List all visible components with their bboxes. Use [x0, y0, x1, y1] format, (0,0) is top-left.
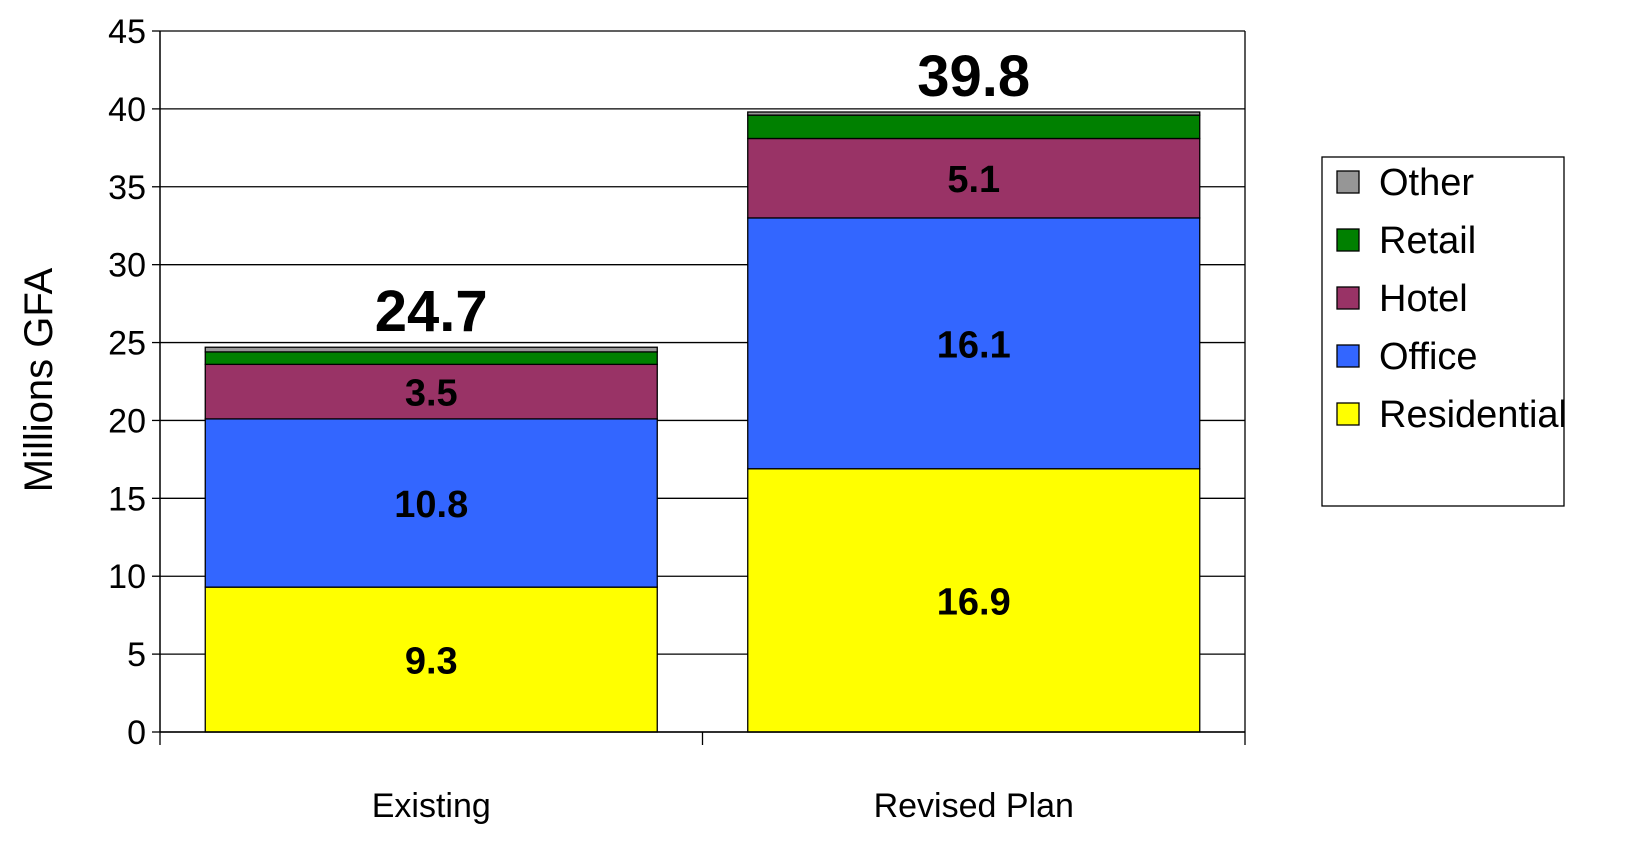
x-category-label: Existing [372, 787, 491, 825]
y-tick-label: 40 [108, 91, 146, 129]
bar-segment-other [204, 346, 658, 353]
bar-segment-retail [204, 351, 658, 366]
y-tick-label: 35 [108, 169, 146, 207]
data-label: 5.1 [947, 159, 1000, 201]
axes: 0 5 10 15 20 25 30 35 40 45 Existing Revised Plan [108, 13, 1246, 825]
legend-swatch-office [1336, 344, 1360, 368]
legend-label: Retail [1379, 220, 1476, 262]
legend-box [1321, 156, 1565, 507]
bar-segment-office [747, 217, 1201, 470]
legend: Other Retail Hotel Office Residential [1321, 156, 1567, 507]
y-tick-label: 0 [127, 714, 146, 752]
legend-label: Residential [1379, 394, 1567, 436]
bar-segment-office [204, 418, 658, 588]
bar-segment-hotel [747, 137, 1201, 219]
y-tick-label: 30 [108, 247, 146, 285]
legend-swatch-retail [1336, 228, 1360, 252]
data-labels: 9.3 10.8 3.5 24.7 16.9 16.1 5.1 39.8 [375, 44, 1030, 683]
bar-segment-retail [747, 114, 1201, 140]
total-label: 24.7 [375, 279, 488, 344]
y-tick-label: 45 [108, 13, 146, 51]
data-label: 16.1 [937, 324, 1011, 366]
x-category-label: Revised Plan [874, 787, 1074, 825]
legend-swatch-other [1336, 170, 1360, 194]
legend-label: Office [1379, 336, 1478, 378]
y-tick-label: 15 [108, 480, 146, 518]
data-label: 16.9 [937, 581, 1011, 623]
bar-segment-hotel [204, 363, 658, 420]
bar-segment-residential [747, 468, 1201, 733]
legend-label: Other [1379, 162, 1474, 204]
total-label: 39.8 [917, 44, 1030, 109]
legend-swatch-residential [1336, 402, 1360, 426]
data-label: 10.8 [394, 484, 468, 526]
y-tick-label: 20 [108, 402, 146, 440]
bars [204, 111, 1201, 733]
y-tick-label: 5 [127, 636, 146, 674]
y-tick-label: 10 [108, 558, 146, 596]
legend-label: Hotel [1379, 278, 1468, 320]
data-label: 9.3 [405, 641, 458, 683]
bar-segment-other [747, 111, 1201, 116]
legend-swatch-hotel [1336, 286, 1360, 310]
data-label: 3.5 [405, 373, 458, 415]
y-tick-label: 25 [108, 325, 146, 363]
y-axis-title: Millions GFA [17, 267, 61, 492]
